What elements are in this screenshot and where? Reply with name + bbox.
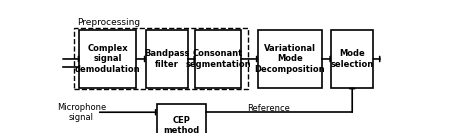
Text: Reference: Reference [247, 104, 290, 113]
Text: Consonant
segmentation: Consonant segmentation [185, 49, 251, 69]
Bar [331, 30, 374, 88]
Text: Preprocessing: Preprocessing [77, 18, 140, 27]
Bar [80, 30, 137, 88]
Bar [146, 30, 188, 88]
Text: Variational
Mode
Decomposition: Variational Mode Decomposition [255, 44, 325, 74]
Bar [258, 30, 322, 88]
Text: Microphone
signal: Microphone signal [57, 103, 106, 122]
Bar [74, 28, 248, 89]
Text: CEP
method: CEP method [163, 116, 200, 133]
Text: Complex
signal
demodulation: Complex signal demodulation [75, 44, 141, 74]
Bar [195, 30, 241, 88]
Text: Bandpass
filter: Bandpass filter [144, 49, 190, 69]
Text: Mode
selection: Mode selection [330, 49, 374, 69]
Bar [156, 104, 206, 133]
